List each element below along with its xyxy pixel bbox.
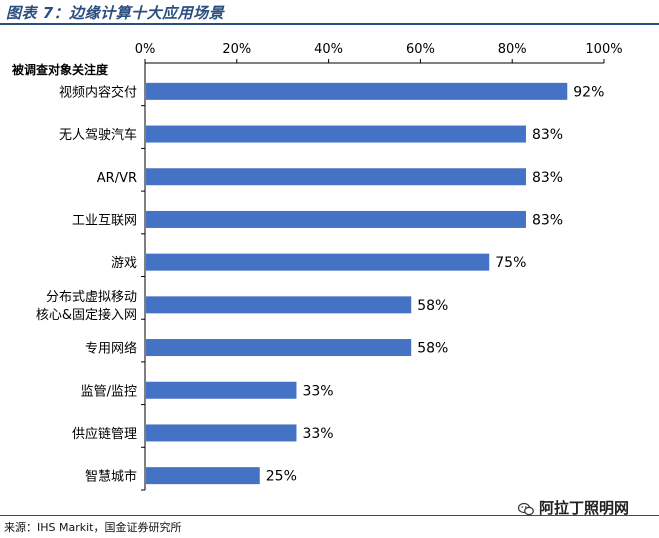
source-note: 来源：IHS Markit，国金证券研究所	[4, 521, 182, 534]
value-label: 83%	[532, 127, 563, 143]
x-tick-label: 0%	[135, 42, 156, 57]
bar	[146, 296, 412, 314]
category-label: 智慧城市	[85, 469, 137, 485]
value-label: 58%	[417, 341, 448, 357]
category-label: AR/VR	[97, 171, 137, 186]
category-label: 专用网络	[85, 341, 137, 357]
wechat-icon	[517, 501, 534, 515]
figure-title: 图表 7：边缘计算十大应用场景	[6, 4, 225, 22]
x-tick-label: 80%	[498, 42, 527, 57]
bar	[146, 82, 568, 100]
category-label: 监管/监控	[81, 384, 137, 399]
category-label: 供应链管理	[72, 426, 137, 442]
value-label: 75%	[495, 255, 526, 271]
bar	[146, 381, 297, 399]
category-label: 工业互联网	[72, 213, 137, 228]
y-axis-label: 被调查对象关注度	[12, 62, 109, 77]
bar	[146, 125, 526, 143]
category-label: 核心&固定接入网	[36, 307, 137, 323]
bar	[146, 210, 526, 228]
category-label: 视频内容交付	[59, 84, 137, 100]
x-tick-label: 100%	[585, 42, 622, 57]
value-label: 33%	[302, 383, 333, 399]
value-label: 92%	[573, 84, 604, 100]
value-label: 33%	[302, 426, 333, 442]
value-label: 83%	[532, 212, 563, 228]
category-label: 游戏	[111, 256, 137, 271]
x-tick-label: 60%	[406, 42, 435, 57]
bar	[146, 253, 490, 271]
x-tick-label: 40%	[314, 42, 343, 57]
x-tick-label: 20%	[222, 42, 251, 57]
watermark: 阿拉丁照明网	[517, 497, 630, 518]
title-rule	[0, 23, 659, 25]
bar	[146, 168, 526, 186]
value-label: 58%	[417, 298, 448, 314]
bar	[146, 467, 260, 485]
watermark-text: 阿拉丁照明网	[539, 499, 630, 517]
value-label: 25%	[266, 469, 297, 485]
bar	[146, 424, 297, 442]
bar	[146, 339, 412, 357]
source-rule	[0, 515, 659, 516]
value-label: 83%	[532, 170, 563, 186]
category-label: 分布式虚拟移动	[46, 290, 137, 305]
category-label: 无人驾驶汽车	[59, 127, 137, 143]
